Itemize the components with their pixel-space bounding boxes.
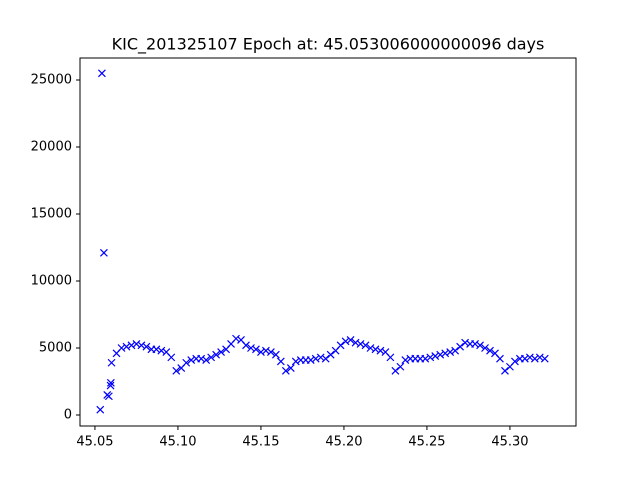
point <box>436 350 445 359</box>
point <box>311 354 320 363</box>
point <box>252 345 260 354</box>
point <box>461 338 470 347</box>
point <box>451 346 460 355</box>
point <box>456 342 465 351</box>
point <box>286 364 295 373</box>
point <box>520 354 529 363</box>
point <box>172 366 181 375</box>
point <box>525 353 534 362</box>
point <box>291 357 300 366</box>
point <box>242 341 250 350</box>
point <box>117 344 126 352</box>
point <box>276 357 285 366</box>
x-tick-label: 45.10 <box>159 435 196 450</box>
point <box>137 341 146 350</box>
point <box>212 350 221 359</box>
y-tick-label: 5000 <box>39 340 72 355</box>
point <box>496 354 504 363</box>
point <box>207 353 216 362</box>
y-tick-label: 15000 <box>31 207 72 222</box>
point <box>356 340 365 348</box>
point <box>316 353 325 362</box>
chart-title: KIC_201325107 Epoch at: 45.0530060000000… <box>112 35 545 55</box>
y-tick-label: 0 <box>64 407 72 422</box>
point <box>187 356 196 364</box>
point <box>142 342 151 351</box>
point <box>426 353 435 362</box>
point <box>336 341 345 350</box>
point <box>481 344 489 352</box>
y-tick-label: 10000 <box>31 274 72 289</box>
point <box>446 348 455 356</box>
point <box>471 340 479 348</box>
point <box>366 344 375 352</box>
point <box>217 348 226 356</box>
point <box>157 346 166 355</box>
point <box>132 340 141 348</box>
x-tick-label: 45.15 <box>242 435 279 450</box>
point <box>197 354 206 363</box>
point <box>152 345 161 354</box>
point <box>106 378 115 387</box>
point <box>535 353 544 362</box>
point <box>386 353 395 362</box>
x-tick-label: 45.20 <box>325 435 362 450</box>
point <box>122 342 131 351</box>
point <box>127 341 136 350</box>
point <box>247 344 255 352</box>
point <box>257 348 265 356</box>
point <box>326 350 335 359</box>
point <box>441 349 450 358</box>
point <box>306 356 315 364</box>
point <box>321 354 330 363</box>
point <box>266 348 275 356</box>
point <box>202 356 211 364</box>
point <box>431 352 440 360</box>
point <box>376 346 385 355</box>
point <box>271 350 280 359</box>
point <box>99 248 108 257</box>
point <box>351 338 360 347</box>
point <box>281 366 290 375</box>
point <box>97 69 106 78</box>
point <box>540 354 549 363</box>
point <box>421 354 430 363</box>
point <box>232 334 240 343</box>
x-tick-label: 45.05 <box>76 435 113 450</box>
x-tick-label: 45.30 <box>491 435 528 450</box>
y-tick-label: 25000 <box>31 73 72 88</box>
point <box>401 356 410 364</box>
point <box>346 336 355 344</box>
plot-frame <box>79 57 577 427</box>
point <box>182 358 191 367</box>
point <box>486 346 494 355</box>
point <box>107 358 116 367</box>
point <box>106 381 115 390</box>
y-tick-label: 20000 <box>31 140 72 155</box>
point <box>341 337 350 346</box>
point <box>167 353 176 362</box>
point <box>396 362 405 371</box>
point <box>391 366 400 375</box>
point <box>261 346 270 355</box>
point <box>530 354 539 363</box>
point <box>361 341 370 350</box>
point <box>371 345 380 354</box>
x-tick-label: 45.25 <box>408 435 445 450</box>
point <box>476 341 484 350</box>
point <box>96 405 105 414</box>
point <box>104 392 113 401</box>
point <box>501 366 509 375</box>
point <box>510 357 519 366</box>
